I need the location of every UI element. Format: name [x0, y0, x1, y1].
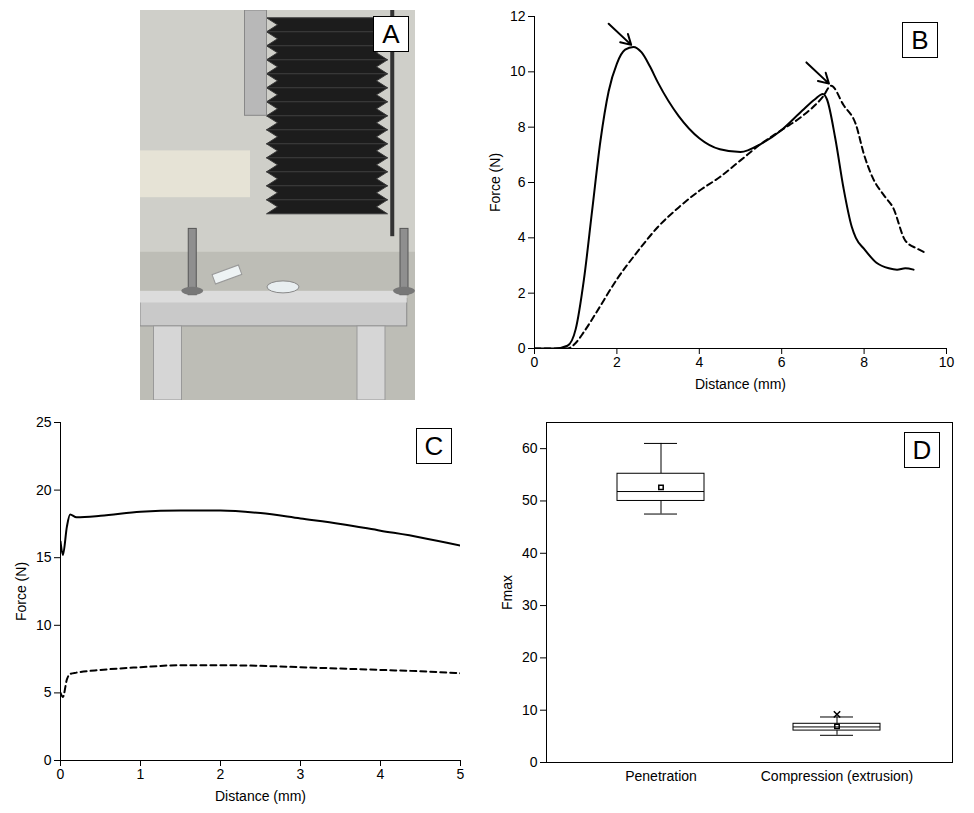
svg-text:40: 40: [522, 545, 538, 561]
svg-text:10: 10: [510, 63, 526, 79]
svg-text:8: 8: [860, 354, 868, 370]
svg-text:25: 25: [36, 414, 52, 430]
svg-text:60: 60: [522, 440, 538, 456]
html-text:A: A: [382, 19, 400, 49]
svg-text:6: 6: [518, 174, 526, 190]
svg-text:15: 15: [36, 549, 52, 565]
svg-text:10: 10: [522, 702, 538, 718]
svg-text:0: 0: [518, 340, 526, 356]
svg-text:1: 1: [137, 766, 145, 782]
html-text:C: C: [424, 431, 444, 461]
svg-text:Fmax: Fmax: [499, 575, 515, 610]
svg-text:0: 0: [530, 754, 538, 770]
svg-text:5: 5: [44, 684, 52, 700]
svg-text:Compression (extrusion): Compression (extrusion): [761, 768, 914, 784]
svg-text:0: 0: [57, 766, 65, 782]
svg-text:2: 2: [613, 354, 621, 370]
svg-text:Force (N): Force (N): [487, 153, 503, 212]
svg-text:Distance (mm): Distance (mm): [695, 376, 786, 392]
svg-text:30: 30: [522, 597, 538, 613]
svg-text:Penetration: Penetration: [625, 768, 697, 784]
svg-text:4: 4: [695, 354, 703, 370]
svg-text:10: 10: [36, 617, 52, 633]
svg-text:Distance (mm): Distance (mm): [215, 788, 306, 804]
svg-text:20: 20: [36, 482, 52, 498]
svg-text:3: 3: [297, 766, 305, 782]
svg-text:5: 5: [457, 766, 465, 782]
svg-text:0: 0: [44, 752, 52, 768]
html-text:D: D: [912, 435, 932, 465]
svg-text:0: 0: [531, 354, 539, 370]
svg-text:6: 6: [778, 354, 786, 370]
svg-text:20: 20: [522, 649, 538, 665]
svg-text:10: 10: [939, 354, 955, 370]
svg-text:12: 12: [510, 8, 526, 24]
html-text:B: B: [911, 25, 929, 55]
svg-text:4: 4: [377, 766, 385, 782]
svg-text:8: 8: [518, 119, 526, 135]
svg-text:2: 2: [518, 285, 526, 301]
svg-text:Force (N): Force (N): [13, 562, 29, 621]
svg-text:4: 4: [518, 229, 526, 245]
svg-text:50: 50: [522, 492, 538, 508]
svg-text:2: 2: [217, 766, 225, 782]
